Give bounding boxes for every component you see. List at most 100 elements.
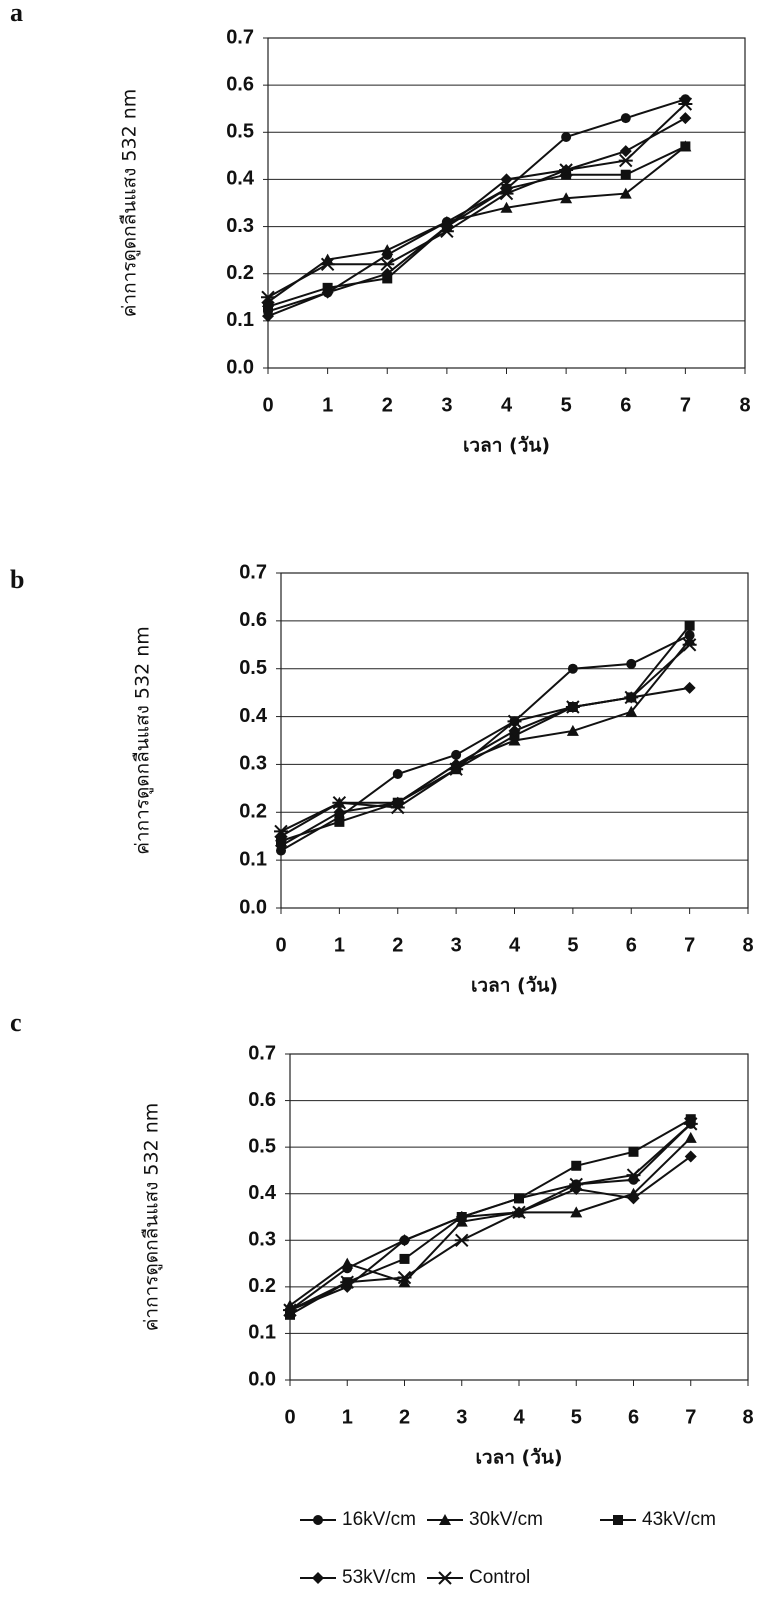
y-tick-label: 0.4 <box>226 168 255 190</box>
data-point <box>398 1276 411 1288</box>
data-point <box>684 1131 697 1143</box>
data-point <box>380 257 395 271</box>
series-line <box>267 145 686 308</box>
series-line <box>267 117 686 318</box>
data-point <box>275 839 287 852</box>
data-point <box>560 192 573 204</box>
data-point <box>340 1275 355 1289</box>
series-line <box>267 98 686 313</box>
x-tick-label: 5 <box>567 934 578 956</box>
data-point <box>566 724 579 736</box>
x-axis-label: เวลา (วัน) <box>463 435 550 457</box>
x-tick-label: 7 <box>680 394 691 416</box>
data-point <box>500 201 513 213</box>
x-tick-label: 4 <box>509 934 521 956</box>
x-tick-label: 8 <box>742 1406 753 1428</box>
y-tick-label: 0.6 <box>239 609 267 631</box>
y-axis-label: ค่าการดูดกลืนแสง 532 nm <box>119 89 141 318</box>
x-tick-label: 7 <box>684 934 695 956</box>
data-point <box>283 1303 297 1317</box>
data-point <box>508 724 521 737</box>
y-tick-label: 0.1 <box>226 309 254 331</box>
data-point <box>512 1205 526 1220</box>
data-point <box>439 224 454 238</box>
panel-label: c <box>10 1008 22 1037</box>
data-point <box>507 714 522 729</box>
series-line <box>289 1155 692 1312</box>
y-tick-label: 0.4 <box>248 1182 277 1204</box>
x-axis-label: เวลา (วัน) <box>475 1447 562 1469</box>
y-tick-label: 0.5 <box>248 1135 276 1157</box>
data-point <box>514 1193 524 1204</box>
x-tick-label: 6 <box>628 1406 639 1428</box>
y-tick-label: 0.0 <box>248 1368 276 1390</box>
data-point <box>619 187 632 199</box>
data-point <box>381 267 394 280</box>
data-point <box>392 769 403 779</box>
plot-frame <box>280 572 749 909</box>
x-tick-label: 5 <box>561 394 572 416</box>
x-tick-label: 4 <box>501 394 513 416</box>
legend-label: 16kV/cm <box>342 1509 416 1530</box>
data-point <box>680 141 691 152</box>
data-point <box>341 1257 354 1269</box>
x-tick-label: 2 <box>392 934 403 956</box>
data-point <box>262 310 274 323</box>
x-tick-label: 1 <box>342 1406 353 1428</box>
data-point <box>569 1177 584 1192</box>
legend-label: 30kV/cm <box>469 1509 543 1530</box>
y-tick-label: 0.7 <box>248 1042 276 1064</box>
legend-marker <box>313 1515 323 1525</box>
data-point <box>449 762 464 776</box>
y-tick-label: 0.7 <box>226 26 254 48</box>
series-line <box>267 145 686 303</box>
legend-label: 43kV/cm <box>642 1509 716 1530</box>
x-tick-label: 6 <box>620 394 631 416</box>
y-tick-label: 0.5 <box>226 121 254 143</box>
series-line <box>267 103 687 299</box>
x-tick-label: 0 <box>275 934 286 956</box>
x-tick-label: 3 <box>451 934 462 956</box>
y-tick-label: 0.3 <box>248 1229 276 1251</box>
x-tick-label: 1 <box>334 934 345 956</box>
data-point <box>625 705 638 717</box>
data-point <box>626 658 637 669</box>
y-tick-label: 0.2 <box>226 262 254 284</box>
data-point <box>683 681 696 694</box>
data-point <box>685 1114 696 1125</box>
y-tick-label: 0.6 <box>226 73 254 95</box>
x-tick-label: 2 <box>382 394 393 416</box>
panel-label: b <box>10 565 24 594</box>
x-tick-label: 5 <box>571 1406 582 1428</box>
data-point <box>678 97 693 111</box>
y-tick-label: 0.6 <box>248 1089 276 1111</box>
x-tick-label: 3 <box>456 1406 467 1428</box>
legend-marker <box>438 1571 452 1585</box>
data-point <box>561 132 572 142</box>
data-point <box>619 145 632 158</box>
data-point <box>682 638 697 652</box>
data-point <box>620 113 631 124</box>
data-point <box>333 806 346 819</box>
data-point <box>398 1234 411 1247</box>
plot-frame <box>267 37 746 369</box>
data-point <box>620 169 631 180</box>
y-tick-label: 0.5 <box>239 657 267 679</box>
y-tick-label: 0.7 <box>239 561 267 583</box>
data-point <box>570 1206 583 1218</box>
data-point <box>397 1270 412 1285</box>
y-tick-label: 0.0 <box>239 896 267 918</box>
data-point <box>454 1233 469 1247</box>
data-point <box>390 800 405 815</box>
plot-frame <box>289 1053 749 1381</box>
series-line <box>280 644 691 833</box>
panel-label: a <box>10 0 23 27</box>
data-point <box>399 1253 410 1264</box>
data-point <box>684 1150 697 1163</box>
y-tick-label: 0.3 <box>226 215 254 237</box>
data-point <box>618 153 633 168</box>
x-tick-label: 4 <box>513 1406 525 1428</box>
series-line <box>289 1123 692 1312</box>
y-tick-label: 0.4 <box>239 705 268 727</box>
